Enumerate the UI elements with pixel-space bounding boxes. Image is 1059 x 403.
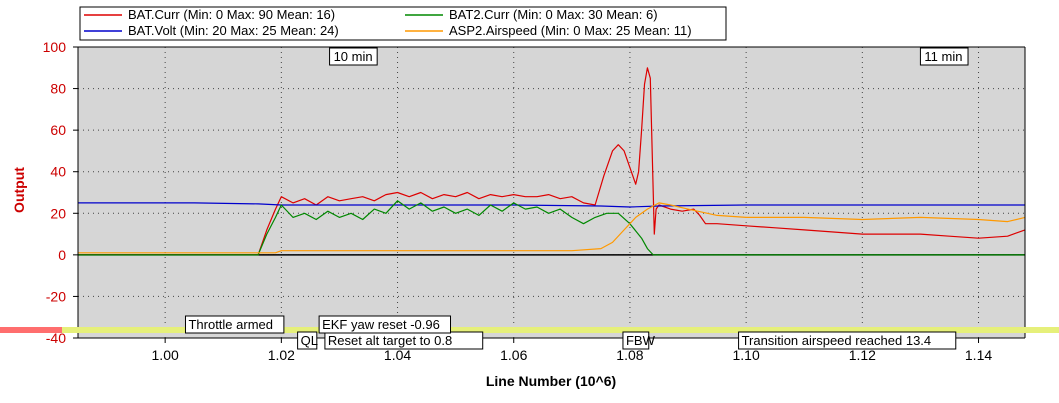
flight-mode-band xyxy=(0,327,1059,333)
time-marker-label: 10 min xyxy=(334,49,373,64)
annotation-label: QL xyxy=(301,333,318,348)
annotation-label: FBW xyxy=(626,333,656,348)
y-tick-label: 40 xyxy=(50,164,66,180)
annotation-2: QL xyxy=(297,331,318,350)
annotation-label: Transition airspeed reached 13.4 xyxy=(742,333,932,348)
series-group xyxy=(78,67,1026,256)
annotation-4: FBW xyxy=(622,331,656,350)
x-tick-label: 1.14 xyxy=(965,347,992,363)
x-tick-label: 1.08 xyxy=(616,347,643,363)
annotation-label: Throttle armed xyxy=(188,317,273,332)
time-marker-box xyxy=(329,47,378,66)
x-tick-label: 1.00 xyxy=(152,347,179,363)
y-tick-label: 60 xyxy=(50,122,66,138)
x-tick-label: 1.12 xyxy=(849,347,876,363)
time-marker-1: 11 min xyxy=(919,47,969,66)
annotation-1: Reset alt target to 0.8 xyxy=(324,331,484,350)
y-tick-label: -40 xyxy=(46,330,66,346)
x-tick-label: 1.04 xyxy=(384,347,411,363)
x-tick-label: 1.06 xyxy=(500,347,527,363)
annotation-label: Reset alt target to 0.8 xyxy=(328,333,452,348)
annotation-box xyxy=(318,315,452,334)
y-axis-title: Output xyxy=(11,167,27,213)
x-tick-label: 1.10 xyxy=(733,347,760,363)
time-marker-box xyxy=(919,47,969,66)
series-line-0 xyxy=(78,67,1026,256)
annotation-box xyxy=(622,331,650,350)
annotation-box xyxy=(297,331,318,350)
legend-entry-0: BAT.Curr (Min: 0 Max: 90 Mean: 16) xyxy=(128,7,335,22)
x-tick-label: 1.02 xyxy=(268,347,295,363)
legend-box xyxy=(79,6,727,41)
series-line-2 xyxy=(78,200,1025,256)
axes: 100 80 60 40 20 0 -20 -40 1.00 1.02 1.04 1.06 1.08 1.… xyxy=(0,39,1059,363)
annotation-box xyxy=(184,315,285,334)
x-axis-title: Line Number (10^6) xyxy=(486,373,616,389)
plot-area xyxy=(78,47,1025,338)
y-tick-label: 80 xyxy=(50,81,66,97)
time-marker-label: 11 min xyxy=(924,49,962,64)
annotation-label: EKF yaw reset -0.96 xyxy=(322,317,440,332)
time-marker-0: 10 min xyxy=(329,47,378,66)
legend-entry-2: BAT2.Curr (Min: 0 Max: 30 Mean: 6) xyxy=(449,7,658,22)
annotation-box xyxy=(738,331,957,350)
time-markers: 10 min 11 min xyxy=(329,47,969,66)
y-tick-label: -20 xyxy=(46,288,66,304)
series-line-1 xyxy=(78,202,1025,208)
series-line-3 xyxy=(78,202,1026,254)
flight-mode-band-disarmed xyxy=(0,327,62,333)
annotation-3: EKF yaw reset -0.96 xyxy=(318,315,452,334)
y-tick-label: 0 xyxy=(58,247,66,263)
y-tick-label: 20 xyxy=(50,205,66,221)
annotation-5: Transition airspeed reached 13.4 xyxy=(738,331,957,350)
annotation-0: Throttle armed xyxy=(184,315,285,334)
y-tick-label: 100 xyxy=(43,39,67,55)
legend: BAT.Curr (Min: 0 Max: 90 Mean: 16)BAT.Vo… xyxy=(79,6,727,41)
event-annotations: Throttle armed Reset alt target to 0.8 QL E… xyxy=(184,315,957,350)
legend-entry-3: ASP2.Airspeed (Min: 0 Max: 25 Mean: 11) xyxy=(449,23,692,38)
legend-entry-1: BAT.Volt (Min: 20 Max: 25 Mean: 24) xyxy=(128,23,339,38)
